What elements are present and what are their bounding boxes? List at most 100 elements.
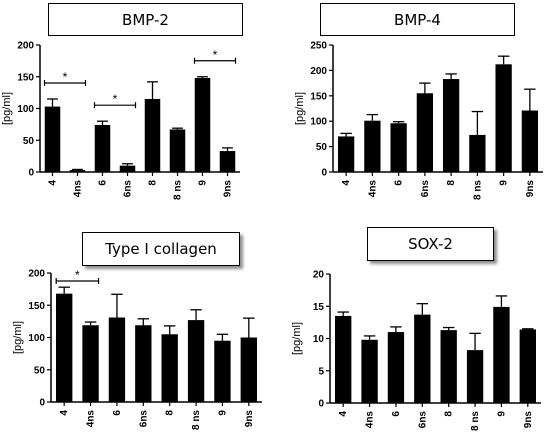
bar (414, 314, 431, 403)
y-tick-label: 250 (310, 41, 327, 52)
x-tick-label: 9 (496, 411, 507, 417)
significance-label: * (75, 268, 80, 282)
bar (187, 320, 205, 402)
y-tick-label: 5 (318, 366, 324, 377)
y-tick-label: 50 (23, 136, 35, 147)
x-tick-label: 6ns (123, 180, 134, 198)
x-tick-label: 4ns (73, 180, 84, 198)
bar (390, 123, 407, 172)
x-tick-label: 6ns (138, 410, 149, 428)
chart-bmp2: BMP-2 0 50 100 150 200 [pg/ml] 4 4ns 6 6ns 8 8 ns 9 9… (0, 0, 270, 210)
x-tick-label: 4 (48, 180, 59, 186)
y-tick-label: 10 (313, 334, 325, 345)
chart-title: Type I collagen (82, 232, 240, 266)
x-tick-label: 6 (112, 410, 123, 416)
bar (144, 98, 161, 172)
bar (214, 340, 231, 402)
chart-title: BMP-2 (48, 3, 243, 36)
x-tick-label: 6ns (417, 411, 428, 429)
y-tick-label: 100 (17, 104, 34, 115)
bar (442, 79, 460, 172)
bar (440, 330, 457, 403)
bar (493, 306, 510, 403)
bar (219, 151, 236, 172)
x-tick-label: 4ns (86, 410, 97, 428)
bar (94, 125, 111, 172)
y-tick-label: 200 (17, 41, 34, 52)
y-tick-label: 150 (28, 301, 45, 312)
bar (387, 332, 405, 403)
bar (69, 170, 86, 172)
x-tick-label: 8 ns (470, 411, 481, 431)
y-tick-label: 0 (318, 399, 324, 410)
bar (194, 78, 211, 172)
x-tick-label: 8 ns (173, 180, 184, 200)
bar (364, 120, 381, 172)
bar (469, 134, 486, 172)
x-tick-label: 9ns (525, 180, 536, 198)
bar (119, 165, 136, 172)
x-tick-label: 9ns (244, 410, 255, 428)
bar (108, 317, 126, 402)
y-axis-label: [pg/ml] (1, 92, 13, 125)
bar (161, 334, 178, 402)
x-tick-label: 8 (148, 180, 159, 186)
bar (521, 110, 539, 172)
x-tick-label: 9ns (223, 180, 234, 198)
y-tick-label: 0 (321, 168, 327, 179)
y-tick-label: 100 (310, 117, 327, 128)
bar (169, 129, 186, 172)
bar (335, 315, 352, 403)
bar (44, 106, 61, 172)
bar (466, 350, 484, 403)
x-tick-label: 4 (341, 180, 352, 186)
y-tick-label: 20 (313, 270, 325, 281)
x-tick-label: 6 (394, 180, 405, 186)
y-tick-label: 150 (17, 72, 34, 83)
bar (240, 337, 257, 402)
chart-title: BMP-4 (320, 3, 515, 36)
y-tick-label: 200 (310, 66, 327, 77)
chart-type-i-collagen: Type I collagen 0 50 100 150 200 [pg/ml] 4 4ns 6… (0, 222, 270, 432)
bar (416, 93, 434, 172)
x-tick-label: 8 ns (472, 180, 483, 200)
significance-label: * (63, 70, 68, 84)
y-tick-label: 50 (34, 365, 46, 376)
chart-sox2: SOX-2 0 5 10 15 20 [pg/ml] 4 4ns 6 6ns 8 8 ns 9 9ns (278, 222, 548, 432)
y-axis-label: [pg/ml] (291, 322, 303, 355)
x-tick-label: 4 (338, 411, 349, 417)
x-tick-label: 8 (446, 180, 457, 186)
x-tick-label: 8 (165, 410, 176, 416)
y-tick-label: 50 (316, 142, 328, 153)
bar (361, 339, 378, 403)
x-tick-label: 6ns (420, 180, 431, 198)
x-tick-label: 9 (217, 410, 228, 416)
x-tick-label: 4ns (365, 411, 376, 429)
chart-plot: 0 50 100 150 200 [pg/ml] 4 4ns 6 6ns 8 8 ns 9 9ns * (12, 268, 262, 430)
y-axis-label: [pg/ml] (294, 92, 306, 125)
chart-plot: 0 50 100 150 200 250 [pg/ml] 4 4ns 6 6ns 8 8 ns 9 9ns (294, 41, 543, 200)
chart-plot: 0 5 10 15 20 [pg/ml] 4 4ns 6 6ns 8 8 ns 9 9ns (291, 270, 541, 431)
chart-bmp4: BMP-4 0 50 100 150 200 250 [pg/ml] 4 4ns 6 6ns 8 8 n… (278, 0, 548, 210)
x-tick-label: 4ns (367, 180, 378, 198)
x-tick-label: 6 (98, 180, 109, 186)
x-tick-label: 9 (499, 180, 510, 186)
x-tick-label: 8 ns (191, 410, 202, 430)
bar (519, 329, 536, 403)
y-tick-label: 100 (28, 333, 45, 344)
x-tick-label: 9ns (523, 411, 534, 429)
chart-plot: 0 50 100 150 200 [pg/ml] 4 4ns 6 6ns 8 8 ns 9 9ns * * * (1, 41, 240, 200)
significance-label: * (113, 92, 118, 106)
y-tick-label: 150 (310, 91, 327, 102)
y-tick-label: 0 (28, 168, 34, 179)
y-axis-label: [pg/ml] (12, 321, 24, 354)
y-tick-label: 15 (313, 302, 325, 313)
x-tick-label: 6 (391, 411, 402, 417)
x-tick-label: 4 (59, 410, 70, 416)
x-tick-label: 9 (198, 180, 209, 186)
significance-label: * (213, 48, 218, 62)
bar (135, 325, 152, 402)
y-tick-label: 0 (39, 398, 45, 409)
x-tick-label: 8 (444, 411, 455, 417)
y-tick-label: 200 (28, 269, 45, 280)
